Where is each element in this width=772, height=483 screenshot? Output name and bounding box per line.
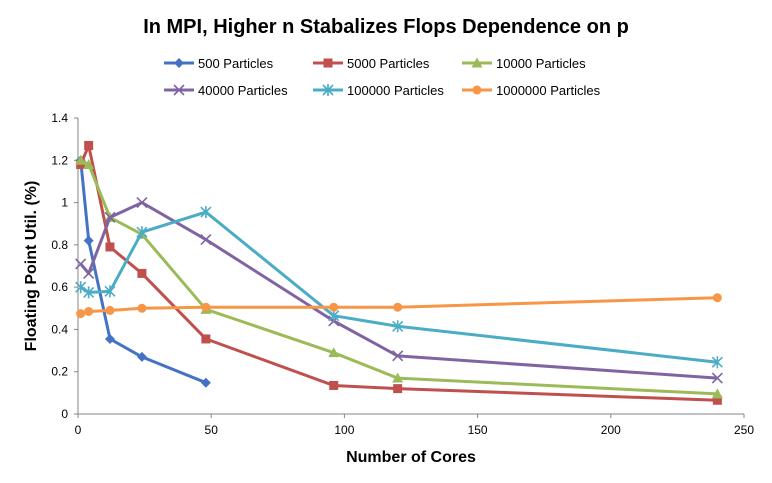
y-tick-label: 1 — [61, 196, 68, 210]
data-point — [75, 258, 87, 270]
legend: 500 Particles 5000 Particles 10000 Particl… — [164, 56, 601, 98]
data-point — [83, 159, 95, 170]
y-tick-label: 0 — [61, 407, 68, 421]
legend-marker — [173, 84, 185, 96]
data-point — [76, 309, 86, 319]
legend-marker — [472, 85, 482, 95]
data-point — [711, 372, 723, 384]
series-line — [79, 144, 718, 402]
series-1000000-particles — [76, 293, 722, 319]
data-point — [137, 303, 147, 313]
data-point — [105, 305, 115, 315]
y-tick-label: 0.2 — [51, 365, 68, 379]
data-point — [136, 351, 147, 362]
x-tick-label: 150 — [468, 423, 488, 437]
data-point — [83, 267, 95, 279]
data-point — [329, 380, 339, 390]
legend-item: 1000000 Particles — [462, 83, 601, 98]
legend-item: 10000 Particles — [462, 56, 586, 71]
data-point — [83, 286, 95, 299]
data-point — [393, 384, 403, 394]
data-point — [200, 234, 212, 246]
data-point — [83, 235, 94, 246]
series-line — [79, 210, 718, 364]
tick-labels: 0 0.2 0.4 0.6 0.8 1 1.2 1.4 0 50 100 150 200 250 — [51, 111, 754, 437]
series-10000-particles — [75, 154, 723, 399]
data-point — [712, 293, 722, 303]
legend-marker — [174, 58, 184, 68]
data-point — [137, 268, 147, 278]
series-group — [75, 140, 723, 405]
x-tick-label: 0 — [75, 423, 82, 437]
legend-label: 1000000 Particles — [496, 83, 601, 98]
x-tick-label: 200 — [601, 423, 621, 437]
data-point — [136, 226, 148, 239]
data-point — [136, 197, 148, 209]
data-point — [393, 302, 403, 312]
legend-marker — [323, 58, 333, 68]
x-tick-label: 250 — [734, 423, 754, 437]
axes — [77, 118, 744, 415]
x-axis-title: Number of Cores — [346, 449, 476, 466]
data-point — [711, 388, 723, 399]
data-point — [200, 206, 212, 219]
y-tick-label: 1.2 — [51, 153, 68, 167]
data-point — [392, 350, 404, 362]
data-point — [392, 372, 404, 383]
y-axis-title: Floating Point Util. (%) — [23, 181, 40, 352]
data-point — [392, 320, 404, 333]
legend-item: 100000 Particles — [313, 83, 444, 98]
legend-label: 10000 Particles — [496, 56, 586, 71]
data-point — [75, 154, 87, 165]
series-5000-particles — [76, 140, 722, 405]
data-point — [711, 356, 723, 369]
legend-item: 5000 Particles — [313, 56, 430, 71]
x-tick-label: 50 — [205, 423, 219, 437]
y-tick-label: 0.4 — [51, 322, 68, 336]
data-point — [328, 347, 340, 358]
legend-label: 40000 Particles — [198, 83, 288, 98]
legend-item: 500 Particles — [164, 56, 274, 71]
x-tick-label: 100 — [334, 423, 354, 437]
y-tick-label: 1.4 — [51, 111, 68, 125]
legend-label: 100000 Particles — [347, 83, 444, 98]
series-100000-particles — [75, 206, 723, 369]
y-tick-label: 0.6 — [51, 280, 68, 294]
data-point — [104, 211, 116, 223]
data-point — [75, 281, 87, 294]
legend-marker — [322, 84, 334, 96]
legend-label: 500 Particles — [198, 56, 274, 71]
data-point — [104, 333, 115, 344]
data-point — [329, 302, 339, 312]
series-line — [80, 158, 718, 396]
data-point — [200, 377, 211, 388]
series-40000-particles — [75, 197, 723, 384]
legend-item: 40000 Particles — [164, 83, 288, 98]
chart-title: In MPI, Higher n Stabalizes Flops Depend… — [143, 16, 629, 38]
data-point — [84, 140, 94, 150]
legend-marker — [471, 57, 483, 68]
data-point — [84, 306, 94, 316]
data-point — [104, 285, 116, 298]
data-point — [712, 395, 722, 405]
data-point — [201, 334, 211, 344]
data-point — [201, 302, 211, 312]
legend-label: 5000 Particles — [347, 56, 430, 71]
data-point — [105, 242, 115, 252]
y-tick-label: 0.8 — [51, 238, 68, 252]
